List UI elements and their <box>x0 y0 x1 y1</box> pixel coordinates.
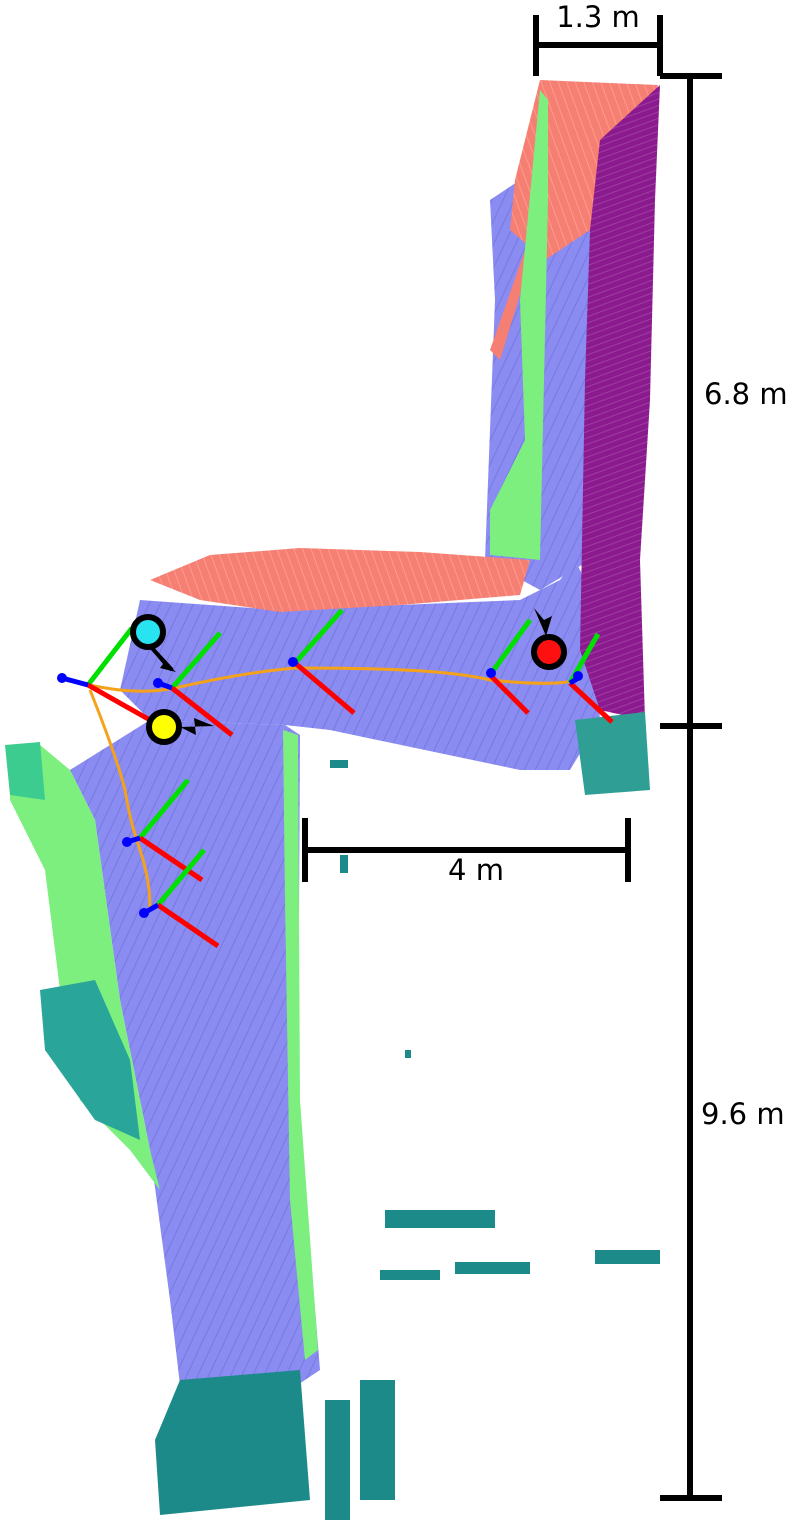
marker-red <box>531 608 567 670</box>
marker-red-arrow-icon <box>534 608 552 636</box>
pose-frame-3 <box>288 608 356 715</box>
pose-frame-1 <box>57 626 152 723</box>
right-wall <box>580 85 660 720</box>
dimension-lower-label: 9.6 m <box>701 1097 785 1131</box>
dimension-vertical <box>660 73 722 1501</box>
pose-frame-5 <box>567 632 614 724</box>
dimension-top-label: 1.3 m <box>556 0 640 34</box>
marker-yellow-arrow-icon <box>180 718 214 735</box>
marker-yellow <box>146 709 214 745</box>
teal-bottom-block <box>155 1370 310 1515</box>
point-cloud <box>5 80 660 1520</box>
trajectory <box>64 666 576 913</box>
dimension-top <box>533 15 663 76</box>
pose-frame-2 <box>153 631 234 737</box>
green-wall-vertical <box>490 90 548 560</box>
dimension-corridor-label: 4 m <box>448 853 504 887</box>
ceiling-band <box>150 548 530 612</box>
teal-side-block <box>40 980 140 1140</box>
upper-corridor-floor <box>120 560 600 770</box>
lower-corridor-floor <box>70 720 320 1390</box>
teal-upper-left <box>5 742 45 800</box>
pose-frame-6 <box>122 778 204 883</box>
teal-doorway <box>575 712 650 795</box>
trajectory-path-main <box>64 666 576 693</box>
pose-frame-7 <box>139 848 220 949</box>
scattered-points <box>325 760 660 1520</box>
dimension-corridor <box>302 818 631 882</box>
dimension-upper-label: 6.8 m <box>704 377 788 411</box>
pose-frames <box>57 608 614 949</box>
ceiling-strip <box>490 250 532 360</box>
green-corridor-edge <box>283 730 318 1360</box>
marker-cyan <box>130 614 176 672</box>
pose-frame-4 <box>486 618 533 715</box>
trajectory-path-branch <box>88 689 152 913</box>
